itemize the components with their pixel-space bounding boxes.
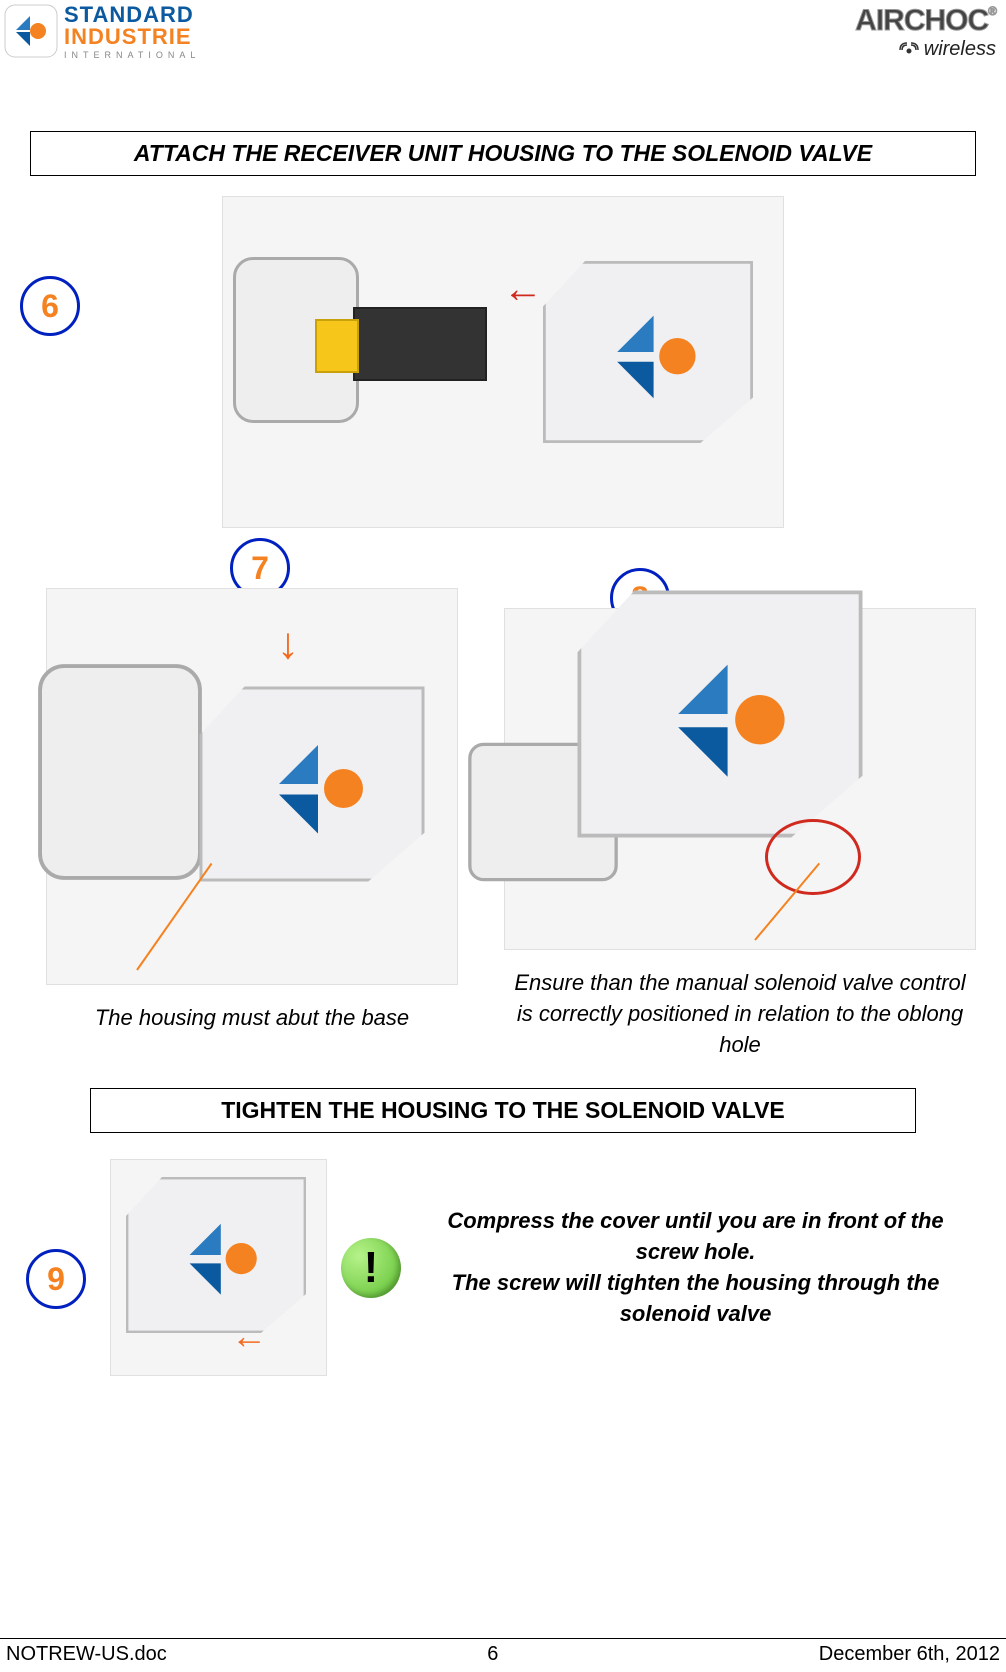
brand-line2: INDUSTRIE xyxy=(64,26,200,48)
figure-step-7: ↓ xyxy=(46,588,458,985)
warning-icon: ! xyxy=(341,1238,401,1298)
page-footer: NOTREW-US.doc 6 December 6th, 2012 xyxy=(0,1638,1006,1666)
brand-logo-left: STANDARD INDUSTRIE INTERNATIONAL xyxy=(4,4,200,60)
brand-text: STANDARD INDUSTRIE INTERNATIONAL xyxy=(64,4,200,60)
figure-step-6: ← xyxy=(222,196,784,528)
product-logo-right: AIRCHOC® wireless xyxy=(855,4,996,61)
product-sub: wireless xyxy=(924,38,996,61)
section-title-1: ATTACH THE RECEIVER UNIT HOUSING TO THE … xyxy=(30,131,976,176)
direction-arrow-icon: ← xyxy=(503,267,543,312)
figure-step-9: ← xyxy=(110,1159,327,1376)
step-badge-6: 6 xyxy=(20,276,80,336)
brand-subline: INTERNATIONAL xyxy=(64,50,200,60)
instruction-step-9: Compress the cover until you are in fron… xyxy=(415,1206,976,1329)
page-header: STANDARD INDUSTRIE INTERNATIONAL AIRCHOC… xyxy=(0,0,1006,61)
footer-date: December 6th, 2012 xyxy=(819,1643,1000,1666)
footer-page: 6 xyxy=(487,1643,498,1666)
wireless-icon xyxy=(898,41,920,59)
caption-step-8: Ensure than the manual solenoid valve co… xyxy=(504,968,976,1060)
left-arrow-icon: ← xyxy=(231,1315,267,1357)
product-name: AIRCHOC® xyxy=(855,4,996,37)
caption-step-7: The housing must abut the base xyxy=(30,1003,474,1034)
step-badge-9: 9 xyxy=(26,1249,86,1309)
footer-doc: NOTREW-US.doc xyxy=(6,1643,167,1666)
down-arrow-icon: ↓ xyxy=(277,619,299,669)
figure-step-8 xyxy=(504,608,976,950)
brand-mark-icon xyxy=(4,4,58,58)
brand-line1: STANDARD xyxy=(64,4,200,26)
highlight-circle-icon xyxy=(765,819,861,895)
section-title-2: TIGHTEN THE HOUSING TO THE SOLENOID VALV… xyxy=(90,1088,916,1133)
